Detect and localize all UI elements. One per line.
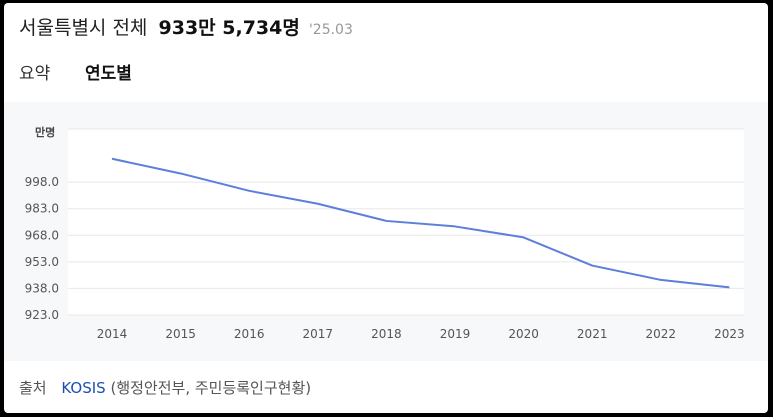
population-card: 서울특별시 전체 933만 5,734명 '25.03 요약 연도별 923.0… xyxy=(4,3,768,413)
region-title: 서울특별시 전체 xyxy=(19,17,148,39)
x-tick-label: 2021 xyxy=(577,327,608,341)
chart-area: 923.0 938.0 953.0 968.0 983.0 998.0 만명 2014 2015… xyxy=(4,102,768,361)
x-tick-label: 2016 xyxy=(234,327,265,341)
reference-date: '25.03 xyxy=(308,22,353,38)
population-series-line xyxy=(111,157,730,289)
y-tick-label: 938.0 xyxy=(25,281,59,295)
y-axis-unit: 만명 xyxy=(35,125,55,139)
source-link[interactable]: KOSIS xyxy=(61,379,106,397)
x-tick-label: 2019 xyxy=(440,327,471,341)
header: 서울특별시 전체 933만 5,734명 '25.03 xyxy=(19,13,353,41)
source-detail: (행정안전부, 주민등록인구현황) xyxy=(110,379,312,397)
x-tick-label: 2018 xyxy=(371,327,402,341)
tab-summary[interactable]: 요약 xyxy=(19,64,51,84)
population-total: 933만 5,734명 xyxy=(158,17,300,39)
y-tick-label: 953.0 xyxy=(25,255,59,269)
y-tick-label: 983.0 xyxy=(25,202,59,216)
population-line-chart: 923.0 938.0 953.0 968.0 983.0 998.0 만명 2014 2015… xyxy=(25,125,745,341)
x-tick-label: 2014 xyxy=(97,327,128,341)
source-line: 출처 KOSIS (행정안전부, 주민등록인구현황) xyxy=(19,377,311,398)
x-tick-label: 2023 xyxy=(714,327,745,341)
y-tick-label: 998.0 xyxy=(25,175,59,189)
y-tick-label: 968.0 xyxy=(25,228,59,242)
x-tick-label: 2015 xyxy=(165,327,196,341)
x-tick-label: 2017 xyxy=(303,327,334,341)
source-label: 출처 xyxy=(19,379,47,397)
x-tick-label: 2022 xyxy=(646,327,677,341)
chart-panel: 923.0 938.0 953.0 968.0 983.0 998.0 만명 2014 2015… xyxy=(21,102,763,361)
x-tick-label: 2020 xyxy=(508,327,539,341)
y-tick-label: 923.0 xyxy=(25,308,59,322)
tab-yearly[interactable]: 연도별 xyxy=(85,59,132,104)
